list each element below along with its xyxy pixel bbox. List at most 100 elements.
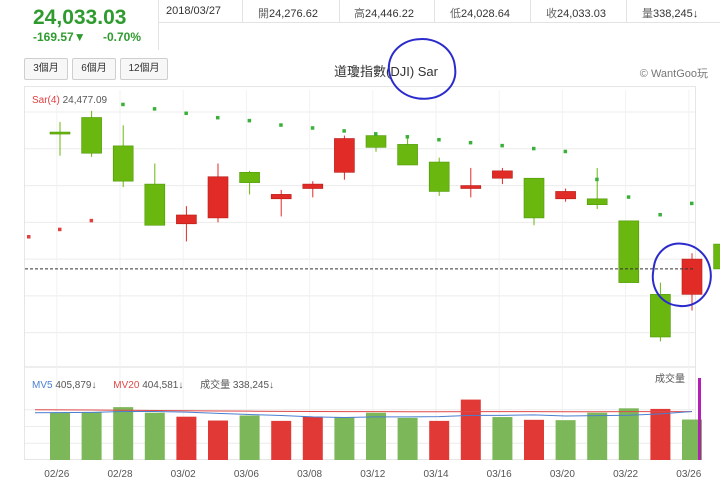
sar-point	[563, 149, 568, 154]
volume-stat: 量338,245↓	[642, 5, 698, 21]
sar-point	[658, 212, 662, 217]
volume-bar	[682, 419, 702, 460]
high-stat: 高24,446.22	[354, 5, 414, 21]
sar-indicator: Sar(4) 24,477.09	[32, 95, 107, 106]
price-change-percent: -0.70%	[103, 30, 142, 44]
volume-bar	[176, 416, 197, 460]
sar-label: Sar(4)	[32, 95, 60, 106]
divider	[339, 0, 340, 22]
mv5-value: 405,879↓	[55, 380, 97, 391]
low-stat: 低24,028.64	[450, 5, 510, 21]
sar-point	[626, 195, 631, 199]
volume-axis-label: 成交量	[655, 374, 685, 385]
x-tick-label: 02/26	[44, 469, 69, 480]
candle-body	[681, 258, 703, 295]
volume-bar	[555, 420, 576, 460]
brand-watermark: © WantGoo玩	[639, 68, 708, 80]
candle-body	[428, 161, 450, 192]
price-box: 24,033.03 -169.57▼ -0.70%	[0, 0, 159, 50]
candle-body	[144, 183, 166, 226]
close-stat: 收24,033.03	[546, 5, 606, 21]
candle-body	[334, 138, 355, 173]
volume-value: 338,245↓	[653, 8, 699, 20]
vol-value: 338,245↓	[232, 380, 275, 391]
candle-body	[81, 117, 102, 154]
divider	[626, 0, 627, 22]
x-tick-label: 03/16	[487, 469, 512, 480]
mv5-line	[34, 410, 693, 419]
quote-date: 2018/03/27	[166, 5, 222, 17]
open-value: 24,276.62	[269, 8, 318, 20]
sar-point	[532, 146, 536, 151]
volume-bar	[113, 407, 134, 460]
volume-bar	[492, 417, 513, 460]
close-label: 收	[546, 8, 557, 20]
x-tick-label: 03/08	[297, 469, 322, 480]
volume-bar	[81, 412, 102, 460]
open-label: 開	[258, 8, 269, 20]
sar-point	[468, 140, 473, 145]
candle-body	[112, 145, 134, 182]
ohlc-stats: 2018/03/27 開24,276.62 高24,446.22 低24,028…	[158, 0, 720, 23]
divider	[242, 0, 243, 22]
volume-bar	[460, 399, 481, 460]
range-12m-button[interactable]: 12個月	[120, 58, 168, 80]
x-tick-label: 03/20	[550, 469, 575, 480]
candle-body	[460, 185, 482, 189]
volume-bar	[334, 417, 355, 460]
range-3m-button[interactable]: 3個月	[24, 58, 68, 80]
candle-body	[650, 294, 671, 338]
mv20-label: MV20	[113, 380, 140, 391]
sar-value: 24,477.09	[62, 95, 108, 106]
volume-bar	[302, 416, 323, 460]
vol-label: 成交量	[200, 380, 231, 391]
sar-point	[405, 135, 410, 139]
mv20-line	[34, 409, 693, 413]
sar-point	[374, 132, 378, 136]
volume-bar	[618, 408, 639, 460]
x-tick-label: 03/12	[360, 469, 385, 480]
sar-point	[247, 118, 252, 123]
chart-title-row: 道瓊指數(DJI) Sar	[0, 61, 720, 80]
candle-body	[397, 144, 418, 166]
mv5-label: MV5	[32, 380, 53, 391]
x-tick-label: 03/14	[423, 469, 448, 480]
mv20-value: 404,581↓	[142, 380, 184, 391]
candle-body	[176, 214, 197, 225]
x-tick-label: 03/22	[613, 469, 638, 480]
candle-body	[555, 191, 576, 200]
low-label: 低	[450, 8, 461, 20]
candle-body	[49, 131, 71, 135]
sar-point	[152, 107, 157, 111]
candle-body	[365, 135, 387, 148]
sar-point	[279, 123, 283, 127]
volume-bar	[144, 412, 165, 460]
price-change: -169.57▼	[33, 30, 86, 44]
volume-scroll-marker	[698, 378, 701, 460]
sar-point	[595, 177, 599, 182]
volume-bar	[271, 420, 292, 460]
high-label: 高	[354, 8, 365, 20]
candle-body	[239, 172, 260, 183]
range-6m-button[interactable]: 6個月	[72, 58, 116, 80]
sar-point	[342, 129, 346, 133]
volume-bar	[208, 420, 228, 460]
volume-bar	[366, 412, 386, 460]
volume-bar	[650, 408, 671, 460]
sar-point	[216, 115, 220, 120]
open-stat: 開24,276.62	[258, 5, 318, 21]
chart-title: 道瓊指數(DJI) Sar	[333, 64, 438, 79]
last-price: 24,033.03	[33, 6, 127, 29]
divider	[434, 0, 435, 22]
volume-bar	[524, 419, 544, 460]
divider	[530, 0, 531, 22]
candle-body	[618, 220, 640, 283]
volume-bar	[50, 412, 70, 460]
sar-point	[184, 111, 188, 116]
volume-label: 量	[642, 8, 653, 20]
sar-point	[500, 143, 504, 148]
sar-point	[89, 218, 94, 223]
x-tick-label: 03/26	[676, 469, 701, 480]
candle-body	[270, 194, 292, 200]
